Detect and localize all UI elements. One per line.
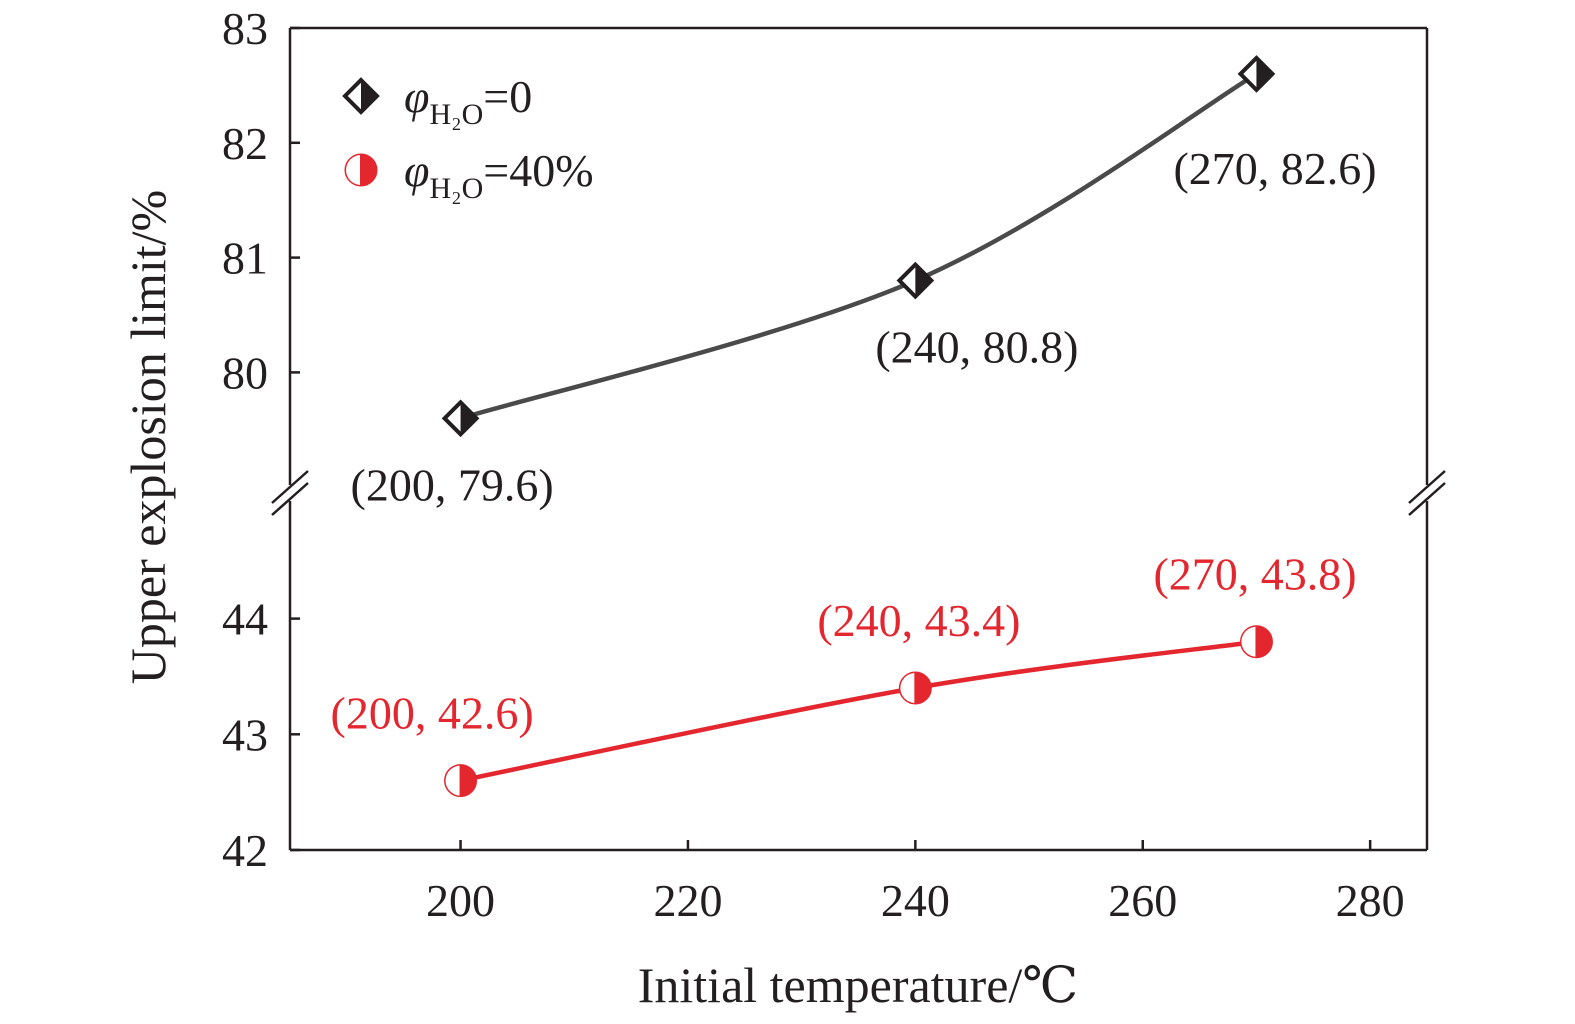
x-tick-label: 200 bbox=[426, 875, 495, 926]
data-label: (200, 42.6) bbox=[331, 688, 534, 739]
data-labels: (200, 79.6) (240, 80.8) (270, 82.6) (200, 4… bbox=[331, 143, 1377, 739]
axis-break-mark bbox=[271, 470, 309, 504]
legend-label: φH₂O=0 bbox=[404, 71, 532, 131]
legend-label: φH₂O=40% bbox=[404, 145, 594, 205]
x-tick-label: 240 bbox=[881, 875, 950, 926]
y-tick-label: 83 bbox=[222, 3, 268, 54]
data-label: (240, 43.4) bbox=[817, 595, 1020, 646]
x-tick-label: 280 bbox=[1336, 875, 1405, 926]
data-point-circle bbox=[444, 764, 478, 798]
data-point-diamond bbox=[896, 261, 935, 300]
y-tick-label: 44 bbox=[222, 594, 268, 645]
series-line-wet bbox=[460, 639, 1257, 783]
data-label: (200, 79.6) bbox=[351, 459, 554, 510]
data-point-circle bbox=[344, 153, 378, 187]
legend: φH₂O=0 φH₂O=40% bbox=[342, 71, 594, 205]
y-tick-label: 42 bbox=[222, 825, 268, 876]
axis-break-mark bbox=[1408, 482, 1446, 516]
data-point-diamond bbox=[342, 77, 380, 115]
axis-break-mark bbox=[271, 482, 309, 516]
y-tick-label: 82 bbox=[222, 118, 268, 169]
axis-break-mark bbox=[1408, 470, 1446, 504]
data-label: (270, 82.6) bbox=[1173, 143, 1376, 194]
y-tick-label: 81 bbox=[222, 233, 268, 284]
y-axis-title: Upper explosion limit/% bbox=[120, 190, 176, 684]
y-tick-label: 43 bbox=[222, 709, 268, 760]
data-label: (240, 80.8) bbox=[875, 322, 1078, 373]
x-tick-label: 220 bbox=[653, 875, 722, 926]
data-point-diamond bbox=[441, 399, 480, 438]
plot-frame bbox=[271, 26, 1446, 852]
data-point-circle bbox=[1239, 625, 1273, 659]
series-layer bbox=[441, 55, 1276, 798]
x-axis-title: Initial temperature/℃ bbox=[638, 957, 1078, 1013]
data-label: (270, 43.8) bbox=[1153, 549, 1356, 600]
data-point-diamond bbox=[1237, 55, 1276, 93]
data-point-circle bbox=[898, 671, 932, 705]
x-tick-label: 260 bbox=[1108, 875, 1177, 926]
axis-ticks: 200 220 240 260 280 80 81 82 83 42 43 44 bbox=[222, 3, 1405, 926]
series-line-dry bbox=[459, 71, 1258, 421]
y-tick-label: 80 bbox=[222, 347, 268, 398]
